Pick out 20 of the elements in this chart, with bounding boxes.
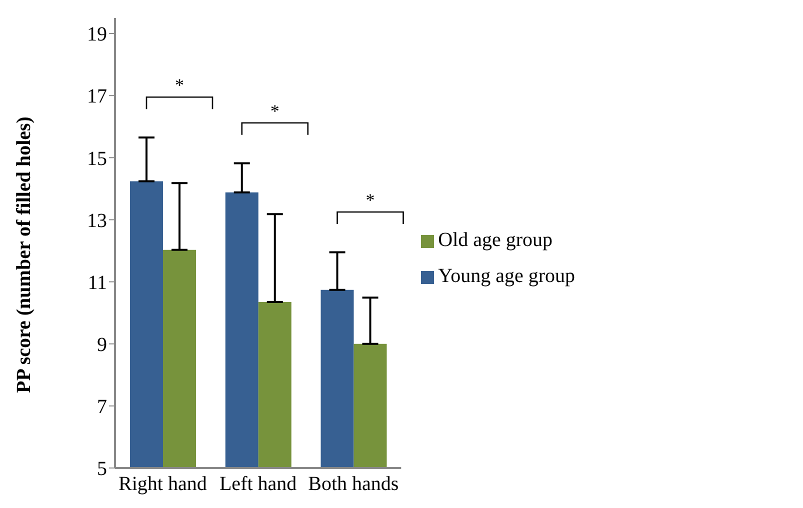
- annotation: *: [175, 75, 184, 96]
- x-tick-label: Left hand: [219, 473, 297, 496]
- y-axis-title: PP score (number of filled holes): [13, 116, 36, 393]
- y-tick-label: 13: [87, 210, 107, 232]
- significance-bracket: *: [146, 75, 214, 110]
- y-tick-label: 5: [97, 458, 107, 480]
- annotation: *: [366, 190, 375, 210]
- x-tick-label: Right hand: [118, 473, 207, 496]
- significance-bracket: *: [336, 190, 404, 224]
- y-tick-label: 9: [97, 334, 107, 356]
- annotation: *: [270, 100, 280, 121]
- y-tick-label: 19: [87, 24, 107, 46]
- y-tick-label: 15: [87, 148, 107, 170]
- legend-label: Old age group: [438, 229, 553, 251]
- y-tick-label: 17: [87, 86, 107, 108]
- x-tick-label: Both hands: [308, 473, 399, 496]
- legend-label: Young age group: [438, 265, 575, 287]
- y-tick-label: 7: [97, 396, 107, 418]
- significance-bracket: *: [241, 100, 309, 135]
- y-tick-label: 11: [88, 272, 107, 294]
